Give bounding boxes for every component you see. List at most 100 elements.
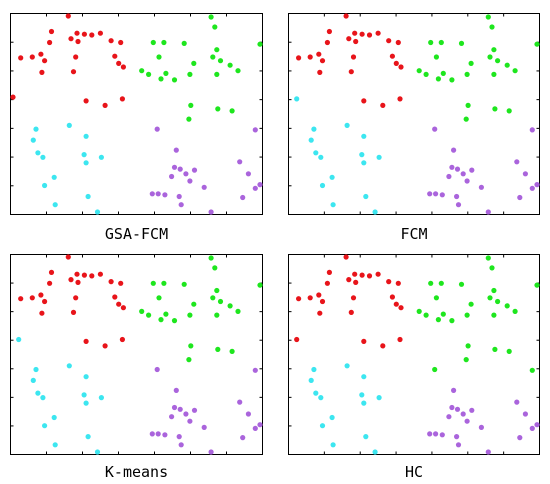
scatter-point-purple — [534, 422, 540, 428]
scatter-point-red — [39, 69, 45, 75]
scatter-point-red — [319, 58, 326, 64]
scatter-point-green — [423, 312, 429, 318]
scatter-point-red — [119, 336, 125, 343]
scatter-point-red — [307, 295, 313, 301]
scatter-point-green — [150, 39, 156, 46]
scatter-point-green — [139, 308, 145, 314]
scatter-point-purple — [155, 191, 161, 197]
scatter-point-red — [38, 292, 44, 298]
scatter-point-red — [39, 310, 45, 316]
scatter-point-green — [161, 39, 167, 46]
scatter-point-purple — [154, 126, 160, 132]
scatter-point-red — [348, 309, 354, 315]
scatter-point-purple — [517, 194, 523, 201]
scatter-point-green — [468, 301, 474, 307]
scatter-point-red — [296, 296, 302, 302]
scatter-point-purple — [173, 147, 179, 153]
scatter-point-red — [346, 36, 352, 42]
scatter-point-purple — [485, 449, 491, 455]
scatter-point-cyan — [16, 336, 22, 343]
scatter-point-red — [386, 38, 392, 44]
scatter-point-red — [10, 94, 16, 100]
scatter-point-red — [65, 254, 71, 260]
scatter-point-red — [48, 28, 55, 35]
scatter-point-red — [70, 309, 77, 315]
scatter-point-red — [89, 32, 95, 38]
scatter-point-red — [366, 32, 373, 38]
scatter-point-red — [361, 338, 367, 344]
scatter-point-green — [214, 312, 220, 318]
scatter-point-cyan — [359, 152, 365, 158]
scatter-point-purple — [171, 164, 178, 170]
scatter-point-green — [191, 60, 197, 66]
scatter-point-red — [83, 98, 89, 104]
scatter-point-cyan — [344, 363, 350, 369]
scatter-point-green — [215, 106, 221, 112]
scatter-point-cyan — [98, 395, 104, 401]
scatter-point-green — [208, 14, 214, 20]
scatter-point-cyan — [35, 390, 41, 396]
scatter-point-purple — [257, 422, 263, 428]
scatter-point-green — [489, 24, 495, 30]
scatter-point-green — [485, 255, 491, 261]
scatter-point-purple — [464, 178, 470, 184]
scatter-plot-fcm — [288, 13, 540, 215]
scatter-point-red — [119, 96, 125, 102]
scatter-point-red — [48, 269, 55, 275]
scatter-point-red — [350, 54, 357, 60]
scatter-point-green — [440, 70, 446, 76]
caption-hc: HC — [404, 463, 424, 481]
scatter-point-red — [359, 272, 365, 278]
scatter-point-purple — [201, 424, 207, 430]
scatter-point-red — [73, 295, 79, 301]
scatter-point-cyan — [30, 377, 36, 383]
scatter-point-cyan — [359, 392, 365, 398]
scatter-point-green — [163, 70, 169, 76]
scatter-point-red — [361, 98, 367, 104]
scatter-point-cyan — [51, 414, 57, 421]
scatter-point-purple — [517, 435, 523, 441]
scatter-point-cyan — [372, 449, 378, 455]
scatter-point-green — [212, 24, 218, 30]
scatter-point-red — [346, 277, 352, 283]
scatter-point-red — [112, 53, 118, 59]
scatter-point-green — [229, 348, 235, 354]
scatter-point-red — [317, 310, 323, 316]
scatter-point-purple — [451, 387, 457, 393]
scatter-point-red — [296, 55, 302, 61]
scatter-point-purple — [162, 192, 168, 198]
scatter-point-cyan — [66, 363, 72, 369]
scatter-point-cyan — [83, 374, 89, 380]
scatter-point-cyan — [33, 366, 39, 373]
scatter-point-red — [294, 336, 300, 343]
scatter-point-green — [432, 366, 438, 373]
scatter-point-cyan — [361, 133, 367, 139]
scatter-point-cyan — [308, 137, 314, 143]
scatter-point-green — [188, 102, 194, 108]
scatter-point-green — [512, 308, 518, 314]
scatter-point-green — [187, 71, 193, 77]
scatter-point-red — [65, 13, 71, 19]
scatter-point-red — [75, 279, 81, 285]
scatter-point-green — [534, 41, 540, 47]
scatter-point-purple — [149, 431, 155, 437]
scatter-point-green — [217, 58, 224, 64]
scatter-point-cyan — [83, 133, 89, 139]
scatter-plot-hc — [288, 254, 540, 455]
scatter-point-cyan — [361, 160, 367, 166]
scatter-point-red — [102, 343, 108, 349]
scatter-point-cyan — [372, 209, 378, 215]
scatter-point-green — [214, 287, 220, 294]
scatter-point-red — [120, 305, 126, 311]
scatter-point-cyan — [330, 442, 336, 448]
scatter-point-purple — [169, 414, 175, 420]
scatter-point-purple — [252, 425, 258, 431]
scatter-point-cyan — [52, 442, 58, 448]
scatter-point-purple — [178, 442, 184, 448]
scatter-point-cyan — [85, 434, 91, 440]
scatter-point-purple — [460, 411, 466, 417]
scatter-point-red — [393, 301, 399, 307]
scatter-point-red — [348, 69, 354, 75]
scatter-point-cyan — [330, 202, 336, 208]
scatter-point-cyan — [294, 96, 300, 102]
